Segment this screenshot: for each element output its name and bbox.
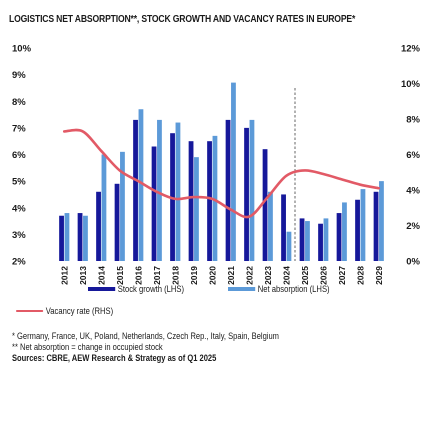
bar-stock-2029 [373, 191, 379, 261]
legend-stock-swatch [88, 287, 116, 291]
x-tick-label-2018: 2018 [170, 266, 180, 285]
bar-absorption-2016 [138, 109, 144, 262]
bar-absorption-2020 [212, 135, 218, 261]
x-tick-label-2016: 2016 [133, 266, 143, 285]
left-tick-label: 4% [12, 203, 26, 214]
right-tick-label: 12% [401, 44, 421, 55]
bar-stock-2012 [59, 215, 64, 261]
left-tick-label: 8% [12, 97, 26, 108]
vacancy-series-line [62, 128, 381, 219]
x-axis-labels: 2012 2013 2014 2015 2016 2017 2018 2019 2020 2021… [59, 266, 384, 285]
left-tick-label: 3% [12, 230, 26, 241]
bar-absorption-2025 [305, 221, 310, 261]
left-tick-label: 7% [12, 123, 26, 134]
bar-absorption-2019 [194, 157, 199, 261]
chart-notes: * Germany, France, UK, Poland, Netherlan… [12, 331, 279, 364]
bar-stock-2016 [133, 119, 138, 261]
right-axis: 0% 2% 4% 6% 8% 10% 12% [401, 44, 421, 268]
sources: Sources: CBRE, AEW Research & Strategy a… [12, 353, 217, 363]
left-tick-label: 9% [12, 70, 26, 81]
legend-absorption-swatch [228, 287, 256, 291]
bar-absorption-2018 [175, 122, 181, 261]
bar-absorption-2012 [64, 213, 70, 261]
legend-vacancy-swatch [16, 309, 44, 313]
x-tick-label-2020: 2020 [207, 266, 217, 285]
chart-area: 2% 3% 4% 5% 6% 7% 8% 9% 10% 0% 2% 4% 6% 8% 10% 12% 201… [12, 44, 421, 285]
bar-stock-2015 [114, 183, 120, 261]
x-tick-label-2021: 2021 [226, 266, 236, 285]
right-tick-label: 6% [406, 150, 420, 161]
bar-absorption-2013 [83, 215, 88, 261]
legend-vacancy-label: Vacancy rate (RHS) [45, 306, 114, 316]
x-tick-label-2014: 2014 [96, 266, 106, 285]
legend-stock: Stock growth (LHS) [88, 284, 184, 294]
bar-stock-2028 [355, 199, 360, 261]
right-tick-label: 2% [406, 221, 420, 232]
bars [59, 82, 384, 262]
bar-absorption-2015 [120, 151, 125, 261]
left-tick-label: 2% [12, 257, 26, 268]
bar-stock-2019 [188, 141, 194, 261]
x-tick-label-2027: 2027 [337, 266, 347, 285]
legend-absorption-label: Net absorption (LHS) [257, 284, 330, 294]
x-tick-label-2015: 2015 [115, 266, 125, 285]
bar-stock-2023 [262, 149, 268, 261]
bar-absorption-2024 [286, 231, 292, 261]
bar-stock-2020 [207, 141, 212, 261]
right-tick-label: 10% [401, 79, 421, 90]
bar-absorption-2029 [379, 181, 384, 262]
bar-stock-2014 [96, 191, 101, 261]
bar-stock-2021 [225, 119, 231, 261]
x-tick-label-2012: 2012 [59, 266, 69, 285]
legend-stock-label: Stock growth (LHS) [117, 284, 185, 294]
bar-absorption-2026 [323, 218, 329, 261]
bar-stock-2017 [151, 146, 157, 261]
legend-absorption: Net absorption (LHS) [228, 284, 330, 294]
chart-title: LOGISTICS NET ABSORPTION**, STOCK GROWTH… [9, 13, 356, 25]
note-countries: * Germany, France, UK, Poland, Netherlan… [12, 331, 279, 341]
left-tick-label: 10% [12, 44, 32, 55]
x-tick-label-2017: 2017 [152, 266, 162, 285]
x-tick-label-2022: 2022 [244, 266, 254, 285]
note-absorption: ** Net absorption = change in occupied s… [12, 342, 163, 352]
right-tick-label: 0% [406, 257, 420, 268]
bar-absorption-2017 [157, 119, 162, 261]
bar-absorption-2023 [268, 191, 273, 261]
bar-absorption-2027 [342, 202, 347, 261]
right-tick-label: 4% [406, 186, 420, 197]
x-tick-label-2013: 2013 [78, 266, 88, 285]
bar-stock-2025 [299, 218, 305, 261]
bar-stock-2024 [281, 194, 286, 261]
bar-absorption-2021 [231, 82, 236, 261]
right-tick-label: 8% [406, 115, 420, 126]
bar-absorption-2022 [249, 119, 255, 261]
x-tick-label-2029: 2029 [374, 266, 384, 285]
bar-stock-2022 [244, 127, 249, 262]
bar-stock-2013 [77, 213, 83, 261]
bar-absorption-2028 [360, 189, 366, 261]
x-tick-label-2019: 2019 [189, 266, 199, 285]
x-tick-label-2023: 2023 [263, 266, 273, 285]
left-tick-label: 6% [12, 150, 26, 161]
bar-stock-2027 [336, 213, 342, 261]
bar-absorption-2014 [101, 154, 107, 261]
x-tick-label-2028: 2028 [355, 266, 365, 285]
left-tick-label: 5% [12, 177, 26, 188]
x-tick-label-2026: 2026 [318, 266, 328, 285]
x-tick-label-2024: 2024 [281, 266, 291, 285]
bar-stock-2026 [318, 223, 323, 261]
vacancy-line [62, 128, 381, 219]
x-tick-label-2025: 2025 [300, 266, 310, 285]
left-axis: 2% 3% 4% 5% 6% 7% 8% 9% 10% [12, 44, 32, 268]
legend-vacancy: Vacancy rate (RHS) [16, 306, 113, 316]
